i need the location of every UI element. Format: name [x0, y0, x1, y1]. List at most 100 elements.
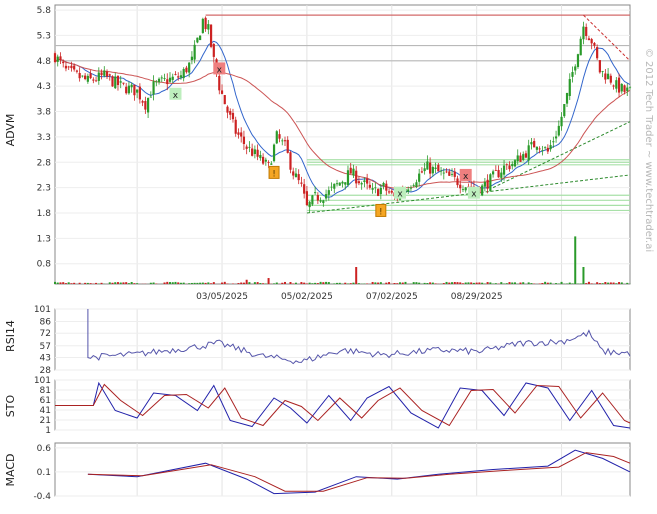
volume-bar [316, 283, 319, 284]
volume-bar [204, 282, 207, 284]
rsi-y-tick: 43 [40, 353, 51, 363]
signal-glyph: x [463, 172, 469, 182]
candle-body [105, 71, 109, 77]
candle-body [576, 54, 580, 67]
candle-body [481, 185, 484, 196]
candle-body [560, 116, 563, 127]
sto-y-tick: 61 [40, 396, 51, 406]
panel-frame-macd [54, 442, 631, 497]
candle-body [229, 111, 232, 115]
volume-bar [475, 282, 478, 284]
volume-bar [429, 282, 432, 284]
candle-body [379, 187, 382, 195]
candle-body [201, 18, 204, 33]
candle-body [245, 146, 248, 149]
candle-body [464, 187, 467, 191]
candle-body [606, 73, 610, 80]
candle-body [308, 201, 311, 208]
warning-signal-glyph: ! [379, 207, 383, 217]
volume-bar [199, 282, 202, 284]
volume-bar [467, 282, 470, 284]
volume-bar [207, 282, 210, 284]
volume-bar [322, 282, 325, 284]
volume-bar [346, 283, 349, 284]
candle-body [491, 171, 495, 175]
candle-body [571, 72, 574, 77]
volume-bar [262, 283, 265, 284]
candle-body [346, 170, 350, 185]
volume-bar [598, 283, 601, 284]
sell-signal-icon [213, 62, 226, 75]
candle-body [530, 142, 533, 145]
price-y-tick: 0.8 [37, 260, 52, 270]
volume-bar [116, 282, 119, 284]
candle-body [86, 75, 89, 82]
volume-bar [237, 283, 240, 284]
volume-bar [169, 282, 171, 284]
price-y-tick: 3.8 [37, 108, 52, 118]
volume-bar [248, 282, 251, 284]
candle-body [508, 165, 511, 170]
candle-body [190, 56, 194, 61]
candle-body [387, 191, 391, 193]
volume-bar [445, 281, 448, 284]
candle-body [223, 95, 226, 105]
price-y-tick: 5.8 [37, 6, 52, 16]
candle-body [89, 73, 92, 79]
candle-body [114, 76, 117, 89]
candle-body [456, 178, 459, 186]
candle-body [256, 149, 259, 157]
volume-bar [190, 282, 193, 284]
volume-bar [338, 282, 341, 284]
candle-body [574, 66, 577, 71]
candle-body [305, 191, 309, 206]
candle-body [70, 65, 73, 69]
candle-body [352, 168, 355, 176]
buy-signal-icon [394, 186, 406, 199]
volume-bar [489, 282, 492, 284]
volume-bar [379, 282, 382, 284]
buy-signal-icon [169, 87, 182, 100]
volume-bar [311, 283, 314, 284]
sto-series-line [55, 383, 631, 427]
volume-bar [396, 283, 399, 284]
volume-bar [612, 282, 615, 284]
volume-bar [357, 283, 360, 284]
volume-bar [527, 282, 530, 284]
volume-bar [174, 281, 177, 284]
volume-bar [601, 283, 604, 284]
volume-bar [481, 282, 484, 284]
volume-bar [541, 282, 544, 284]
candle-body [448, 171, 451, 176]
price-y-tick: 5.3 [37, 31, 51, 41]
candle-body [270, 163, 273, 165]
volume-bar [303, 282, 306, 284]
volume-bar [579, 283, 582, 284]
volume-bar [256, 282, 259, 284]
sto-series-line [55, 381, 631, 429]
candle-body [108, 74, 111, 76]
candle-body [324, 194, 328, 199]
candle-body [554, 136, 558, 139]
candle-body [549, 145, 552, 150]
candle-body [382, 182, 385, 186]
volume-bar [84, 282, 87, 284]
candle-body [579, 38, 582, 56]
volume-bar [374, 282, 377, 284]
volume-bar [494, 283, 497, 284]
volume-bar [500, 282, 503, 284]
candle-body [193, 44, 196, 60]
volume-bar [620, 282, 623, 284]
candle-body [609, 75, 612, 83]
candle-body [604, 73, 607, 80]
candle-body [212, 44, 215, 57]
volume-bar [212, 282, 215, 284]
candle-body [535, 146, 539, 150]
candle-body [322, 200, 325, 204]
candle-body [196, 37, 199, 43]
volume-bar [442, 283, 445, 284]
volume-bar [193, 282, 196, 284]
candle-body [199, 35, 202, 41]
candle-body [620, 83, 623, 92]
candle-body [344, 182, 347, 185]
